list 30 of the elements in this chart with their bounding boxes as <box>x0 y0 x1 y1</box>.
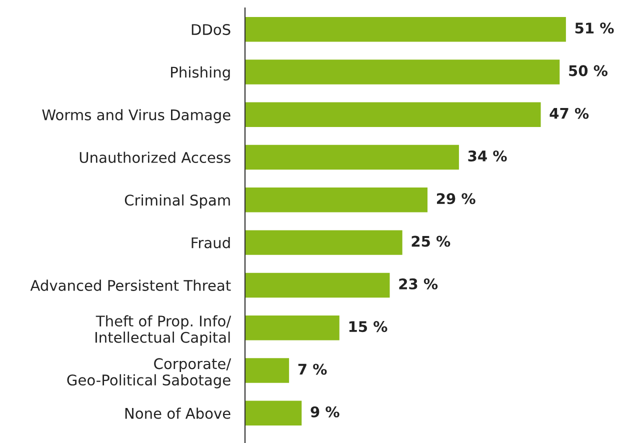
y-tick-label: Corporate/ Geo-Political Sabotage <box>67 358 232 388</box>
data-label: 23 % <box>399 278 438 290</box>
data-label: 7 % <box>298 364 327 375</box>
y-tick-label: Advanced Persistent Threat <box>30 280 231 291</box>
data-label: 29 % <box>436 193 476 204</box>
bar <box>245 230 402 255</box>
y-tick-label: Worms and Virus Damage <box>42 109 230 124</box>
bar <box>245 102 541 127</box>
bar <box>245 315 340 340</box>
bar <box>245 16 566 42</box>
bar <box>245 188 428 212</box>
bar <box>245 358 290 383</box>
data-label: 34 % <box>468 150 507 162</box>
y-tick-label: None of Above <box>125 408 230 419</box>
y-tick-label: Criminal Spam <box>124 194 230 208</box>
data-label: 50 % <box>569 65 608 76</box>
y-tick-label: Theft of Prop. Info/ Intellectual Capital <box>95 315 232 346</box>
data-label: 9 % <box>310 406 340 418</box>
y-tick-label: DDoS <box>192 24 230 36</box>
data-label: 51 % <box>575 22 614 34</box>
y-tick-label: Phishing <box>171 66 230 81</box>
data-label: 15 % <box>349 321 388 332</box>
data-label: 25 % <box>412 236 450 247</box>
bar <box>245 144 459 170</box>
bar <box>245 60 560 84</box>
y-tick-label: Fraud <box>192 237 230 248</box>
bar <box>245 272 390 298</box>
bar <box>245 400 302 426</box>
data-label: 47 % <box>550 108 589 119</box>
y-tick-label: Unauthorized Access <box>80 152 230 164</box>
